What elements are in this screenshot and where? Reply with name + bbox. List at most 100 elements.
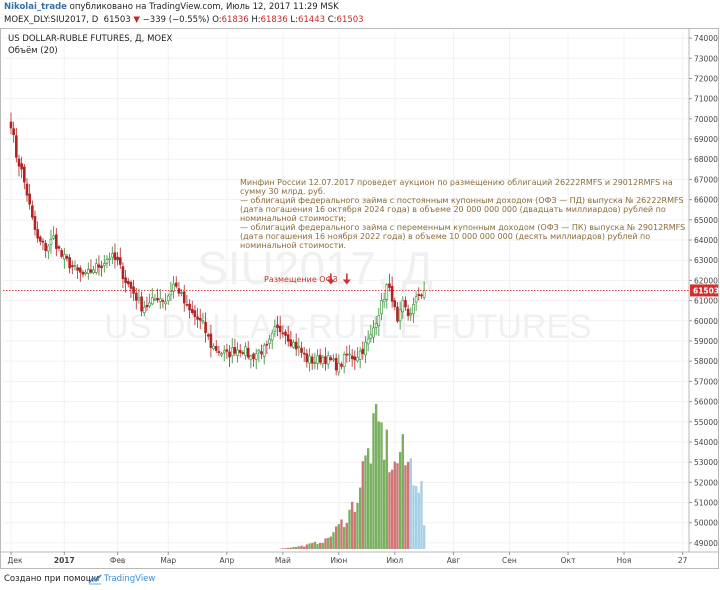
candle	[412, 297, 415, 323]
candle	[49, 229, 53, 254]
candle-body	[134, 292, 138, 301]
candle-body	[332, 358, 335, 361]
candle-body	[276, 324, 279, 328]
candle	[262, 342, 266, 365]
candle-body	[217, 351, 221, 354]
candle	[145, 296, 149, 312]
price-tick-label: 66000	[694, 196, 718, 205]
candle-body	[390, 286, 394, 302]
time-axis[interactable]: Дек 2017 Фев Мар Апр Май Июн Июл Авг Сен Окт Ноя 27	[0, 551, 719, 565]
annotation-line: Минфин России 12.07.2017 проведет аукцио…	[240, 178, 673, 187]
candle	[260, 344, 263, 360]
candle	[204, 312, 207, 343]
volume-bar	[377, 421, 381, 549]
candle	[39, 235, 42, 246]
candle-body	[44, 242, 47, 251]
time-tick-label: Авг	[447, 556, 461, 565]
volume-bar	[364, 455, 367, 549]
candle	[337, 354, 341, 376]
price-tick-label: 69000	[694, 135, 718, 144]
volume-bar	[398, 451, 402, 549]
volume-bars	[278, 403, 426, 549]
candle	[334, 353, 338, 376]
candle	[124, 269, 127, 293]
candle	[150, 288, 154, 306]
candle	[28, 184, 31, 210]
candle	[41, 238, 45, 250]
candle-body	[268, 338, 271, 344]
time-tick-label: Июл	[386, 556, 403, 565]
candle-body	[228, 351, 231, 358]
candle	[241, 350, 245, 356]
volume-bar	[300, 545, 303, 549]
time-tick-label: Сен	[502, 556, 517, 565]
candle	[84, 269, 87, 276]
volume-bar	[393, 461, 397, 549]
candle-body	[41, 240, 45, 243]
candle-body	[188, 303, 191, 311]
price-tick-label: 56000	[694, 398, 718, 407]
candle-body	[185, 304, 189, 306]
volume-bar	[409, 458, 413, 549]
publish-header: Nikolai_trade опубликовано на TradingVie…	[0, 0, 720, 30]
published-text: опубликовано на TradingView.com, Июль 12…	[69, 2, 339, 12]
candle	[76, 264, 79, 279]
candle	[238, 344, 242, 358]
candle-body	[108, 257, 111, 260]
price-tick-label: 71000	[694, 95, 718, 104]
candle	[366, 330, 370, 352]
candle	[60, 248, 63, 259]
candle-body	[246, 347, 250, 358]
candle-body	[204, 321, 207, 333]
candle-body	[302, 352, 306, 355]
candle-body	[356, 357, 359, 362]
candle	[190, 300, 194, 315]
volume-bar	[308, 543, 311, 549]
candle-body	[60, 250, 63, 257]
volume-bar	[340, 519, 343, 549]
volume-bar	[345, 522, 349, 549]
candle-body	[249, 355, 253, 360]
candle	[17, 154, 21, 177]
candle	[68, 254, 71, 274]
candle-body	[222, 350, 226, 354]
candle-body	[406, 308, 410, 316]
candle	[420, 293, 423, 300]
candle	[78, 265, 82, 282]
candle	[244, 342, 247, 360]
annotation-line: — облигаций федерального займа с перемен…	[240, 223, 685, 232]
candle-body	[310, 356, 314, 364]
candle-body	[161, 300, 165, 302]
candle-body	[68, 257, 71, 269]
candle	[164, 293, 167, 311]
candle-body	[81, 271, 85, 275]
price-chart[interactable]: SIU2017, Д US DOLLAR-RUBLE FUTURES 61503…	[0, 28, 719, 569]
volume-bar	[390, 469, 394, 549]
candle	[332, 354, 335, 362]
candle-body	[297, 346, 301, 348]
candle	[201, 312, 205, 325]
candle	[140, 291, 143, 316]
candle-body	[300, 347, 303, 353]
author-link[interactable]: Nikolai_trade	[4, 2, 67, 12]
candle-body	[350, 355, 354, 360]
annotation-line: — облигаций федерального займа с постоян…	[240, 196, 684, 205]
volume-bar	[396, 463, 399, 549]
candle	[180, 288, 183, 297]
price-tick-label: 55000	[694, 418, 718, 427]
candle-body	[177, 288, 181, 294]
volume-bar	[321, 542, 325, 549]
placement-arrow-icon	[342, 273, 351, 285]
candle-body	[198, 317, 202, 321]
annotation-line: номинальной стоимости.	[240, 241, 346, 250]
price-axis[interactable]: 49000 50000 51000 52000 53000 54000 55000 56000…	[688, 28, 718, 552]
candle-body	[244, 346, 247, 356]
candle-body	[225, 349, 229, 352]
candle	[156, 288, 159, 303]
candle-body	[409, 312, 413, 316]
volume-bar	[366, 448, 370, 549]
volume-bar	[422, 525, 426, 549]
candle-body	[324, 356, 327, 364]
tradingview-brand-link[interactable]: TradingView	[104, 574, 156, 584]
candle	[414, 291, 418, 311]
